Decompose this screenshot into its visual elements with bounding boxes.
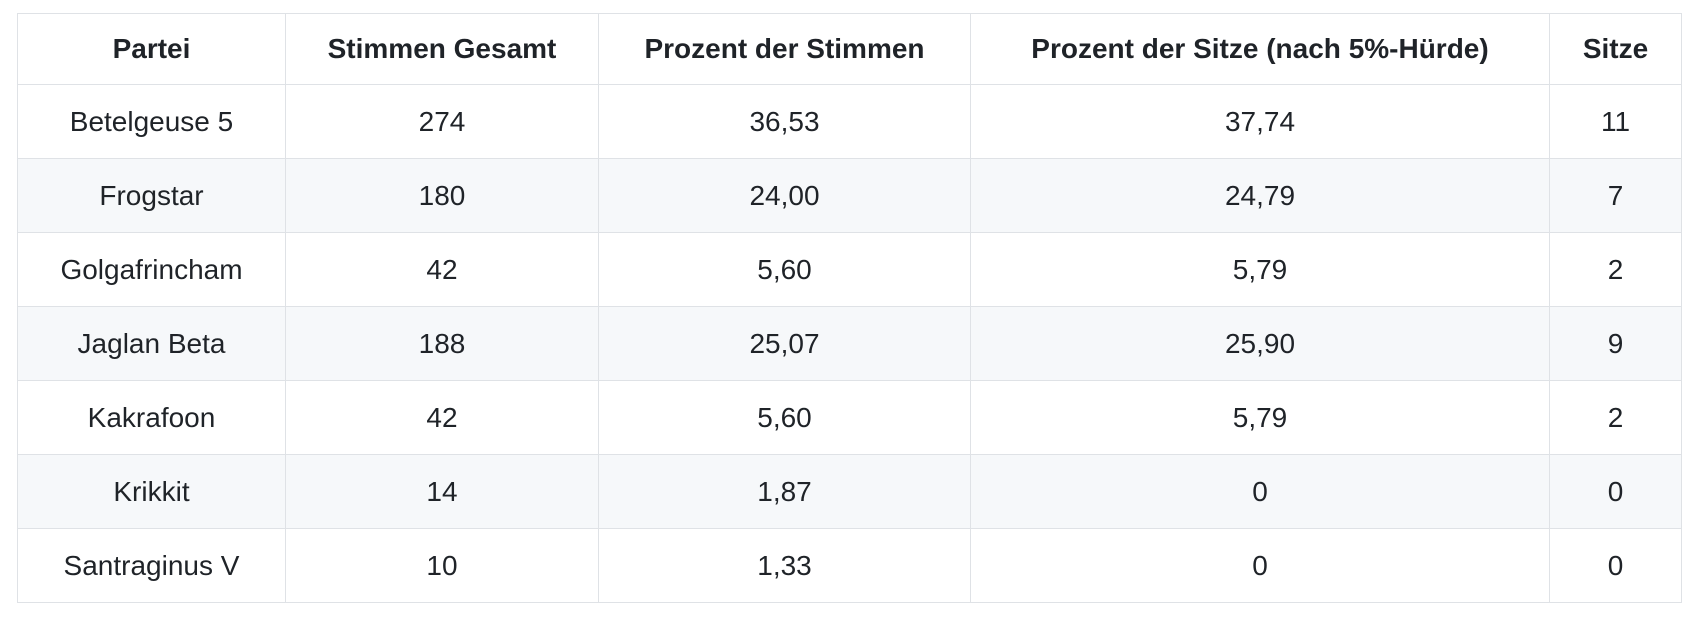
table-cell-sitze: 0: [1549, 454, 1682, 529]
table-cell-prozent-stimmen: 1,33: [598, 528, 971, 603]
table-cell-stimmen-gesamt: 42: [285, 232, 599, 307]
table-row: Frogstar 180 24,00 24,79 7: [17, 158, 1682, 233]
table-cell-prozent-sitze: 5,79: [970, 232, 1550, 307]
table-cell-sitze: 0: [1549, 528, 1682, 603]
table-row: Golgafrincham 42 5,60 5,79 2: [17, 232, 1682, 307]
table-cell-stimmen-gesamt: 180: [285, 158, 599, 233]
table-cell-stimmen-gesamt: 10: [285, 528, 599, 603]
table-cell-prozent-stimmen: 1,87: [598, 454, 971, 529]
election-results-table: Partei Stimmen Gesamt Prozent der Stimmen P…: [17, 13, 1682, 603]
table-cell-partei: Krikkit: [17, 454, 286, 529]
header-cell: Prozent der Sitze (nach 5%-Hürde): [970, 13, 1550, 85]
table-cell-partei: Frogstar: [17, 158, 286, 233]
table-row: Kakrafoon 42 5,60 5,79 2: [17, 380, 1682, 455]
table-cell-stimmen-gesamt: 14: [285, 454, 599, 529]
table-cell-prozent-sitze: 0: [970, 454, 1550, 529]
table-row: Santraginus V 10 1,33 0 0: [17, 528, 1682, 603]
header-cell: Prozent der Stimmen: [598, 13, 971, 85]
table-cell-sitze: 2: [1549, 380, 1682, 455]
table-row-header: Partei Stimmen Gesamt Prozent der Stimmen P…: [17, 13, 1682, 85]
table-cell-partei: Kakrafoon: [17, 380, 286, 455]
table-cell-prozent-stimmen: 36,53: [598, 84, 971, 159]
table-header-row: Partei Stimmen Gesamt Prozent der Stimmen P…: [17, 13, 1682, 85]
table-row: Betelgeuse 5 274 36,53 37,74 11: [17, 84, 1682, 159]
table-cell-prozent-sitze: 0: [970, 528, 1550, 603]
header-cell: Partei: [17, 13, 286, 85]
table-cell-sitze: 7: [1549, 158, 1682, 233]
table-row: Krikkit 14 1,87 0 0: [17, 454, 1682, 529]
table-cell-prozent-sitze: 25,90: [970, 306, 1550, 381]
table-cell-prozent-sitze: 24,79: [970, 158, 1550, 233]
table-cell-partei: Jaglan Beta: [17, 306, 286, 381]
table-cell-stimmen-gesamt: 188: [285, 306, 599, 381]
table-cell-prozent-sitze: 37,74: [970, 84, 1550, 159]
table-cell-stimmen-gesamt: 42: [285, 380, 599, 455]
table-cell-sitze: 9: [1549, 306, 1682, 381]
table-row: Jaglan Beta 188 25,07 25,90 9: [17, 306, 1682, 381]
table-cell-sitze: 11: [1549, 84, 1682, 159]
table-cell-prozent-stimmen: 24,00: [598, 158, 971, 233]
table-cell-prozent-stimmen: 5,60: [598, 232, 971, 307]
table-cell-sitze: 2: [1549, 232, 1682, 307]
table-cell-partei: Golgafrincham: [17, 232, 286, 307]
table-cell-prozent-stimmen: 25,07: [598, 306, 971, 381]
table-cell-stimmen-gesamt: 274: [285, 84, 599, 159]
table-cell-partei: Santraginus V: [17, 528, 286, 603]
results-table-container: Partei Stimmen Gesamt Prozent der Stimmen P…: [17, 13, 1682, 603]
table-cell-prozent-stimmen: 5,60: [598, 380, 971, 455]
table-cell-prozent-sitze: 5,79: [970, 380, 1550, 455]
table-body: Betelgeuse 5 274 36,53 37,74 11 Frogstar 180 24…: [17, 84, 1682, 603]
table-cell-partei: Betelgeuse 5: [17, 84, 286, 159]
header-cell: Sitze: [1549, 13, 1682, 85]
header-cell: Stimmen Gesamt: [285, 13, 599, 85]
